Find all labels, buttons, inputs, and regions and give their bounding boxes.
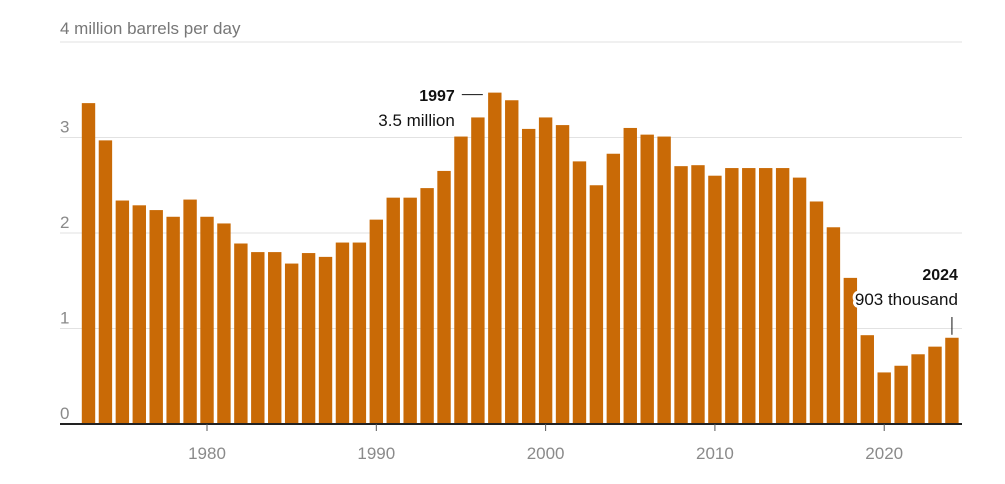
bar-1980: [200, 216, 214, 424]
bar-1985: [284, 263, 299, 424]
annotation-1997-year: 1997: [419, 88, 455, 105]
x-tick-label: 2020: [865, 444, 903, 463]
bar-1992: [403, 197, 417, 424]
x-tick-label: 2010: [696, 444, 734, 463]
annotation-2024-year: 2024: [922, 267, 958, 284]
bar-1998: [505, 100, 519, 424]
bar-1995: [454, 136, 468, 425]
bar-2004: [606, 153, 621, 425]
bar-2017: [826, 227, 841, 424]
bar-2005: [623, 127, 637, 424]
bar-2000: [538, 117, 553, 424]
bar-1982: [234, 243, 248, 424]
bar-1990: [369, 219, 384, 424]
bar-2013: [759, 168, 773, 424]
annotation-2024-value: 903 thousand: [855, 290, 958, 309]
bar-2001: [555, 125, 570, 424]
y-axis-title: 4 million barrels per day: [60, 19, 241, 38]
bar-1976: [132, 205, 146, 424]
bar-2011: [725, 168, 739, 424]
bar-1996: [471, 117, 485, 424]
bar-1999: [521, 128, 536, 424]
bar-1988: [335, 242, 350, 424]
bar-1991: [386, 197, 400, 424]
y-tick-label: 3: [60, 118, 69, 137]
bar-2014: [775, 168, 790, 424]
bar-1974: [98, 140, 113, 424]
bar-1989: [352, 242, 367, 424]
bar-2020: [877, 372, 891, 424]
bar-2003: [589, 185, 604, 424]
x-tick-label: 1990: [357, 444, 395, 463]
x-tick-label: 2000: [527, 444, 565, 463]
bar-1975: [115, 200, 130, 424]
bar-1973: [81, 103, 96, 425]
bar-2010: [708, 175, 722, 424]
bar-2012: [742, 168, 756, 424]
bar-1979: [183, 199, 197, 424]
bar-2006: [640, 134, 654, 424]
bar-1993: [420, 188, 434, 424]
bar-1987: [318, 256, 333, 425]
axis-labels: 4 million barrels per day: [60, 19, 241, 38]
bar-2018: [843, 277, 858, 424]
bar-1986: [301, 253, 316, 424]
bar-2019: [860, 335, 874, 424]
bar-2023: [928, 346, 942, 424]
y-tick-label: 0: [60, 404, 69, 423]
y-tick-label: 2: [60, 213, 69, 232]
bar-2016: [809, 201, 824, 424]
bar-1983: [251, 252, 265, 424]
x-tick-label: 1980: [188, 444, 226, 463]
annotation-1997-value: 3.5 million: [378, 111, 455, 130]
bar-1984: [268, 252, 282, 424]
bar-2007: [657, 136, 671, 425]
bar-1978: [166, 216, 180, 424]
y-tick-label: 1: [60, 309, 69, 328]
bar-1994: [437, 170, 451, 424]
bar-2008: [674, 166, 688, 424]
axes: 0 1 2 3 1980 1990 2000 2010 2020: [60, 118, 962, 463]
bar-2009: [691, 165, 705, 424]
bar-1981: [217, 223, 231, 424]
bar-2021: [894, 365, 908, 424]
bars: [81, 92, 959, 425]
bar-1977: [149, 210, 163, 424]
bar-2024: [945, 337, 959, 424]
bar-1997: [488, 92, 502, 425]
bar-2015: [792, 177, 807, 424]
bar-2022: [911, 354, 925, 424]
annotations: 1997 3.5 million 2024 903 thousand: [375, 85, 961, 335]
bar-2002: [572, 161, 587, 425]
